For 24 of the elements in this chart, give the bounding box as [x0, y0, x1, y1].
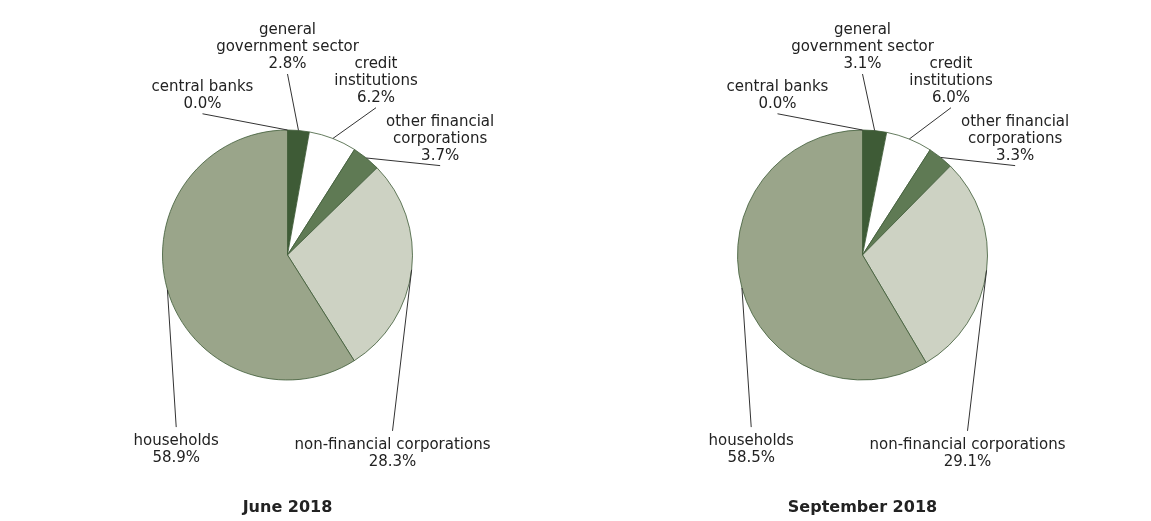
data-label: 28.3%	[368, 451, 417, 470]
slice-label: households	[133, 431, 220, 450]
slice-label: households	[708, 431, 795, 450]
text: 0.0%	[758, 93, 797, 112]
slice-label: credit institutions	[334, 53, 418, 89]
text: June 2018	[241, 497, 333, 516]
slice-label: non-financial corporations	[294, 434, 491, 453]
data-label: 2.8%	[268, 54, 307, 72]
data-label: 6.2%	[356, 87, 396, 106]
text: September 2018	[787, 497, 938, 516]
data-label: 6.0%	[931, 87, 971, 106]
category-label: central banks	[726, 76, 829, 95]
slice-label: other financial corporations	[386, 111, 495, 147]
data-label: 58.9%	[152, 448, 201, 467]
data-label: 29.1%	[943, 451, 992, 470]
data-label: 3.3%	[996, 145, 1035, 164]
category-label: central banks	[151, 76, 254, 95]
data-label: 3.7%	[421, 145, 460, 164]
slice-label: other financial corporations	[961, 111, 1070, 147]
data-label: 3.1%	[843, 54, 882, 72]
slice-label: non-financial corporations	[869, 434, 1066, 453]
data-label: 58.5%	[727, 448, 776, 467]
slice-label: credit institutions	[909, 53, 993, 89]
text: 0.0%	[183, 93, 222, 112]
